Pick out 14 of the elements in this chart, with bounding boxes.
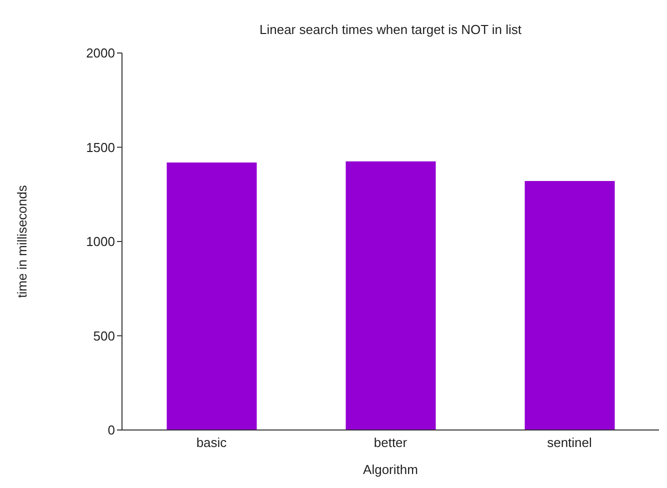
y-tick-label: 0	[108, 422, 115, 438]
y-axis-title: time in milliseconds	[14, 184, 30, 298]
y-tick-label: 500	[93, 328, 115, 344]
y-tick-label: 1500	[86, 140, 115, 155]
bar	[166, 162, 257, 430]
y-tick-label: 1000	[86, 234, 115, 250]
x-tick-label: basic	[196, 435, 228, 450]
bar	[346, 161, 436, 430]
x-axis-title: Algorithm	[363, 462, 418, 477]
bar	[524, 180, 615, 430]
x-tick-label: better	[374, 435, 408, 450]
chart-title: Linear search times when target is NOT in list	[258, 22, 523, 37]
x-tick-label: sentinel	[547, 435, 592, 450]
y-tick-label: 2000	[86, 46, 115, 61]
